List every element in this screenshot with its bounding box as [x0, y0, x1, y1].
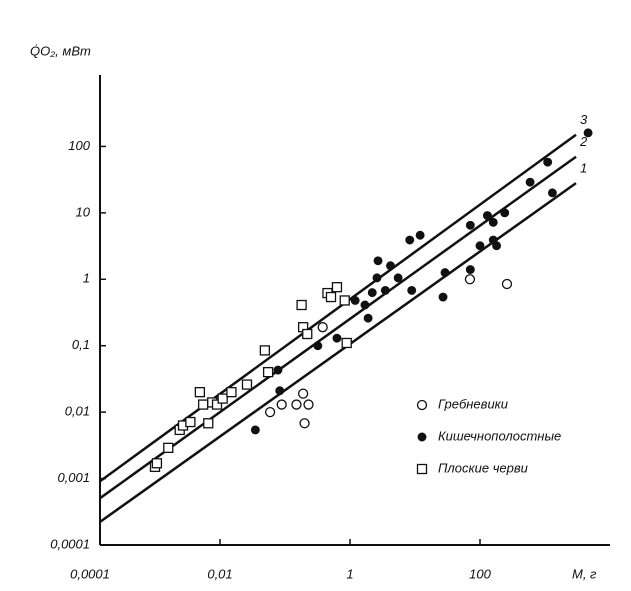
- point: [302, 328, 313, 340]
- point: [525, 177, 535, 187]
- point: [325, 291, 337, 303]
- point: [363, 313, 373, 323]
- point: [273, 365, 283, 375]
- point: [465, 265, 475, 275]
- point: [583, 128, 593, 138]
- point: [372, 273, 382, 283]
- legend-marker: [417, 432, 427, 442]
- point: [500, 208, 510, 218]
- y-tick-label: 0,1: [72, 337, 90, 352]
- point: [332, 333, 342, 343]
- point: [275, 386, 285, 396]
- point: [373, 256, 383, 266]
- point: [501, 278, 513, 290]
- fit-line: [98, 155, 577, 500]
- point: [203, 418, 214, 429]
- x-tick-label: 0,0001: [70, 566, 110, 581]
- point: [440, 268, 450, 278]
- point: [250, 425, 260, 435]
- point: [415, 230, 425, 240]
- legend-label: Кишечнополостные: [438, 428, 561, 443]
- point: [241, 379, 253, 390]
- point: [339, 295, 350, 306]
- point: [262, 366, 274, 378]
- point: [482, 211, 492, 221]
- point: [407, 285, 417, 295]
- y-tick-label: 1: [83, 271, 90, 286]
- point: [296, 299, 307, 311]
- point: [438, 292, 448, 302]
- line-label: 1: [580, 161, 587, 176]
- legend-label: Гребневики: [438, 396, 508, 411]
- point: [313, 341, 323, 351]
- point: [475, 241, 485, 251]
- point: [303, 399, 314, 410]
- point: [291, 399, 302, 410]
- point: [543, 157, 553, 167]
- point: [163, 442, 174, 454]
- y-tick-label: 0,01: [65, 404, 90, 419]
- point: [547, 188, 557, 198]
- point: [386, 261, 395, 271]
- point: [197, 399, 209, 410]
- point: [331, 282, 343, 293]
- point: [341, 337, 352, 349]
- legend-marker: [416, 399, 428, 411]
- point: [380, 285, 390, 295]
- point: [151, 458, 163, 469]
- point: [299, 418, 310, 429]
- point: [211, 399, 223, 410]
- point: [367, 288, 377, 298]
- point: [259, 345, 271, 356]
- point: [194, 386, 206, 398]
- point: [217, 393, 228, 404]
- line-label: 2: [579, 134, 588, 149]
- y-tick-label: 0,0001: [50, 536, 90, 551]
- point: [264, 406, 276, 418]
- point: [492, 241, 502, 251]
- point: [464, 274, 476, 285]
- x-tick-label: 100: [469, 566, 491, 581]
- point: [393, 273, 403, 283]
- point: [317, 322, 328, 333]
- y-axis-label: Q̇O₂, мВт: [30, 43, 91, 58]
- x-tick-label: 1: [346, 566, 353, 581]
- x-tick-label: 0,01: [207, 566, 232, 581]
- legend-marker: [416, 463, 428, 475]
- point: [297, 388, 309, 399]
- point: [226, 386, 237, 398]
- y-tick-label: 100: [68, 138, 90, 153]
- point: [185, 416, 196, 428]
- point: [360, 300, 370, 310]
- point: [488, 217, 498, 227]
- point: [405, 235, 415, 245]
- point: [465, 220, 475, 230]
- legend-label: Плоские черви: [438, 460, 528, 475]
- y-tick-label: 10: [76, 204, 91, 219]
- point: [276, 399, 287, 410]
- line-label: 3: [580, 112, 588, 127]
- y-tick-label: 0,001: [57, 470, 90, 485]
- x-axis-label: M, г: [572, 566, 597, 581]
- point: [350, 296, 360, 305]
